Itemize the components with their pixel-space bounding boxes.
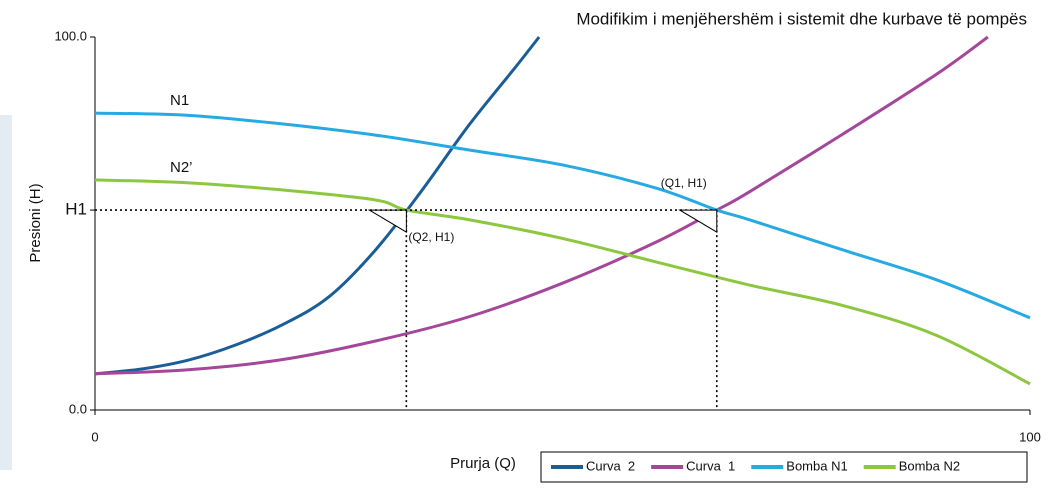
x-axis-label: Prurja (Q): [450, 455, 516, 472]
series-line: [94, 35, 989, 376]
side-panel: [0, 115, 12, 470]
chart-title: Modifikim i menjëhershëm i sistemit dhe …: [576, 9, 1027, 28]
series-line: [94, 111, 1031, 320]
pointer: [367, 209, 407, 233]
point-label: (Q1, H1): [661, 176, 707, 190]
y-tick-label: 0.0: [69, 401, 87, 416]
pointer: [677, 209, 718, 233]
line-label: N1: [170, 92, 189, 109]
x-tick-label: 100: [1019, 429, 1041, 444]
line-label: N2’: [170, 159, 193, 176]
point-label: (Q2, H1): [408, 230, 454, 244]
legend-box: [540, 451, 1028, 483]
legend-label: Bomba N2: [899, 458, 960, 473]
legend-label: Bomba N1: [786, 458, 847, 473]
y-tick-label: 100.0: [54, 28, 87, 43]
legend-label: Curva 2: [586, 458, 635, 473]
x-tick-label: 0: [91, 429, 98, 444]
legend-label: Curva 1: [686, 458, 735, 473]
series-line: [94, 36, 541, 376]
series-line: [94, 178, 1031, 386]
y-tick-label: H1: [65, 200, 87, 219]
y-axis-label: Presioni (H): [27, 183, 44, 262]
